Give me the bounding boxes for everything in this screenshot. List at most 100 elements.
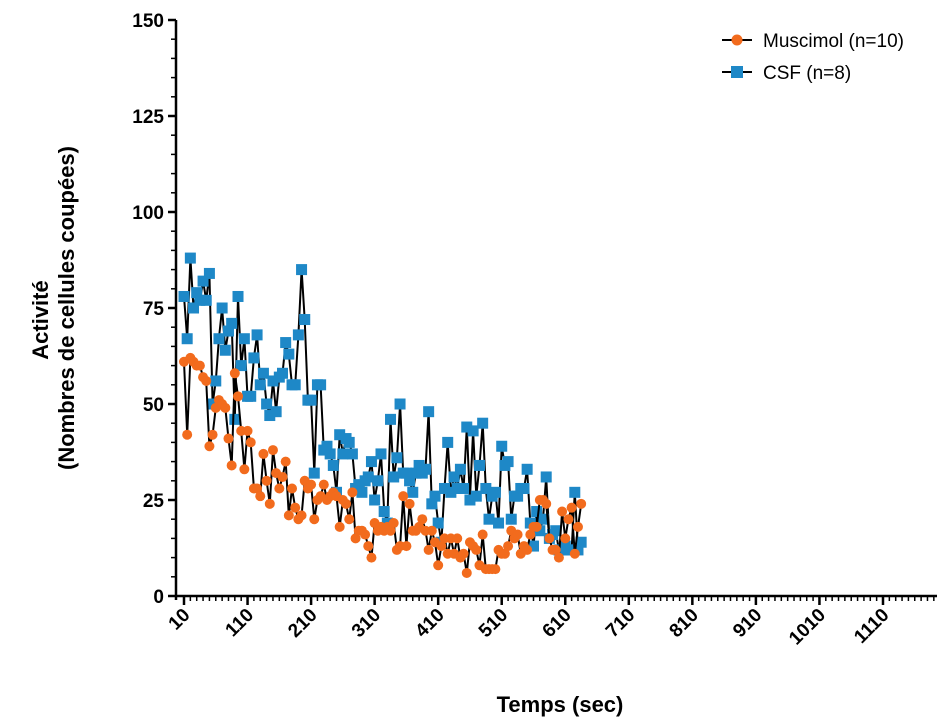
data-point-csf (289, 379, 301, 391)
legend-label-csf: CSF (n=8) (763, 63, 851, 84)
series-csf (178, 252, 587, 556)
data-point-csf (540, 471, 552, 483)
y-tick-label-0: 0 (153, 587, 164, 608)
data-point-csf (245, 390, 257, 402)
data-point-csf (432, 517, 444, 529)
y-tick-label-25: 25 (143, 491, 165, 512)
data-point-muscimol (401, 541, 412, 552)
data-point-csf (184, 252, 196, 264)
data-point-muscimol (201, 375, 212, 386)
data-point-muscimol (252, 483, 263, 494)
data-point-csf (442, 436, 454, 448)
data-point-csf (423, 406, 435, 418)
data-point-muscimol (363, 541, 374, 552)
data-point-muscimol (436, 541, 447, 552)
data-point-muscimol (458, 548, 469, 559)
x-tick-label-510: 510 (475, 605, 512, 642)
data-point-csf (280, 337, 292, 349)
y-tick-label-125: 125 (132, 107, 164, 128)
data-point-muscimol (233, 391, 244, 402)
data-point-muscimol (280, 456, 291, 467)
data-point-csf (232, 290, 244, 302)
data-point-csf (400, 467, 412, 479)
data-point-muscimol (341, 498, 352, 509)
x-tick-label-110: 110 (222, 605, 259, 642)
data-point-csf (569, 486, 581, 498)
data-point-csf (496, 440, 508, 452)
x-tick-label-910: 910 (729, 605, 766, 642)
legend-item-muscimol: Muscimol (n=10) (722, 31, 904, 52)
data-point-csf (448, 471, 460, 483)
data-point-muscimol (541, 498, 552, 509)
data-point-muscimol (572, 521, 583, 532)
data-point-muscimol (522, 544, 533, 555)
data-point-muscimol (426, 525, 437, 536)
data-point-muscimol (274, 483, 285, 494)
data-point-csf (505, 513, 517, 525)
data-point-muscimol (525, 529, 536, 540)
legend-marker-csf (731, 66, 743, 78)
data-point-csf (264, 410, 276, 422)
data-point-csf (527, 540, 539, 552)
data-point-muscimol (461, 567, 472, 578)
data-point-csf (197, 275, 209, 287)
data-point-csf (194, 294, 206, 306)
x-tick-label-1010: 1010 (785, 605, 830, 650)
data-point-muscimol (477, 529, 488, 540)
data-point-csf (283, 348, 295, 360)
y-axis: 0 25 50 75 100 125 150 (132, 11, 178, 608)
data-point-muscimol (452, 533, 463, 544)
data-point-csf (473, 459, 485, 471)
data-point-csf (210, 375, 222, 387)
data-point-csf (404, 475, 416, 487)
data-point-muscimol (557, 506, 568, 517)
data-point-muscimol (499, 548, 510, 559)
data-point-muscimol (566, 502, 577, 513)
data-point-csf (502, 456, 514, 468)
data-point-csf (276, 367, 288, 379)
data-point-muscimol (309, 514, 320, 525)
data-point-muscimol (553, 552, 564, 563)
data-point-csf (521, 463, 533, 475)
x-tick-label-310: 310 (348, 605, 385, 642)
data-point-csf (222, 325, 234, 337)
x-tick-label-610: 610 (539, 605, 576, 642)
y-tick-label-100: 100 (132, 203, 164, 224)
legend: Muscimol (n=10) CSF (n=8) (722, 31, 904, 84)
data-point-csf (343, 436, 355, 448)
data-point-muscimol (255, 491, 266, 502)
data-point-csf (451, 482, 463, 494)
data-point-csf (550, 525, 562, 537)
data-point-csf (537, 513, 549, 525)
data-point-csf (470, 490, 482, 502)
data-point-csf (305, 394, 317, 406)
series-muscimol (179, 352, 587, 578)
data-point-muscimol (531, 521, 542, 532)
data-point-muscimol (296, 510, 307, 521)
data-point-csf (458, 482, 470, 494)
data-point-csf (299, 314, 311, 326)
data-point-csf (327, 459, 339, 471)
data-point-csf (464, 494, 476, 506)
data-point-csf (369, 494, 381, 506)
data-point-csf (394, 398, 406, 410)
data-point-csf (261, 398, 273, 410)
data-point-muscimol (261, 475, 272, 486)
data-point-csf (493, 517, 505, 529)
data-point-csf (346, 448, 358, 460)
data-point-csf (216, 302, 228, 314)
data-point-csf (213, 333, 225, 345)
data-point-muscimol (182, 429, 193, 440)
data-point-csf (375, 448, 387, 460)
data-point-muscimol (347, 487, 358, 498)
y-axis-title: Activité (28, 280, 53, 359)
data-point-csf (362, 471, 374, 483)
data-point-csf (315, 379, 327, 391)
data-point-muscimol (258, 448, 269, 459)
data-point-csf (203, 267, 215, 279)
data-point-csf (254, 379, 266, 391)
data-point-csf (477, 417, 489, 429)
data-point-csf (248, 352, 260, 364)
x-tick-label-410: 410 (411, 605, 448, 642)
data-point-muscimol (344, 514, 355, 525)
